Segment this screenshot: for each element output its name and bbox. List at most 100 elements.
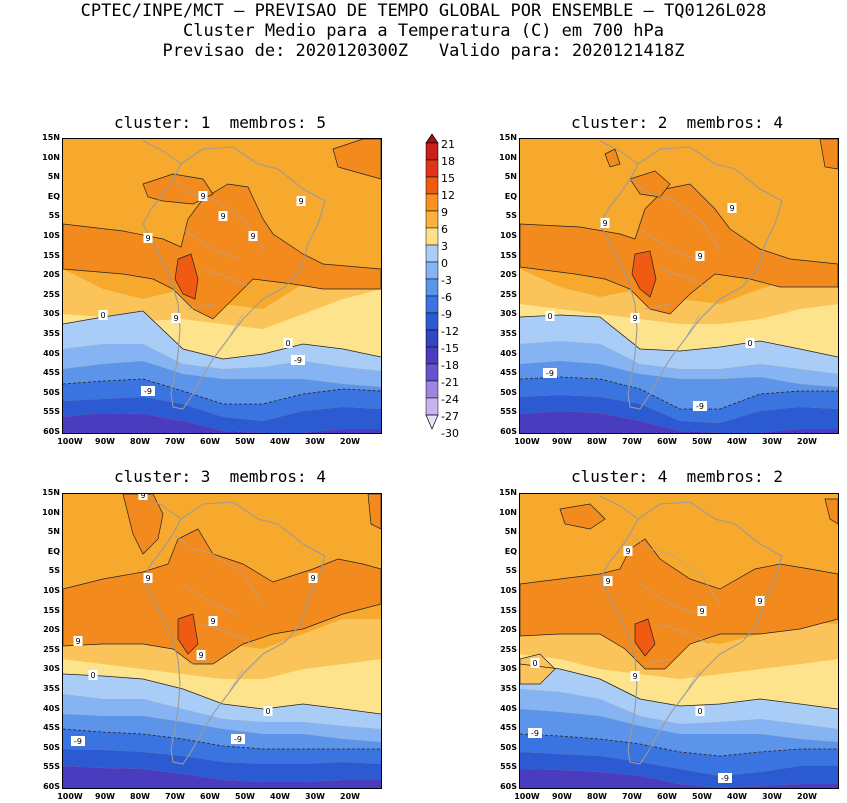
lat-tick-label: 5N xyxy=(504,527,517,537)
map-panel-4: 9 9 9 9 9 0 0 -9 -9 xyxy=(519,493,839,789)
lat-tick-label: 35S xyxy=(43,684,60,693)
lat-tick-label: 5S xyxy=(48,566,60,576)
colorbar-swatch xyxy=(425,261,439,280)
svg-text:9: 9 xyxy=(250,232,255,241)
lon-tick-label: 90W xyxy=(552,437,572,446)
lon-tick-label: 50W xyxy=(692,437,712,446)
lon-tick-label: 20W xyxy=(797,792,817,801)
colorbar-level-label: -15 xyxy=(441,342,459,355)
lat-tick-label: 35S xyxy=(500,684,517,693)
colorbar-swatch xyxy=(425,176,439,195)
lon-tick-label: 70W xyxy=(622,792,642,801)
panel-1-title: cluster: 1 membros: 5 xyxy=(114,113,326,132)
colorbar-level-label: 18 xyxy=(441,155,455,168)
lat-tick-label: 60S xyxy=(500,782,517,791)
lat-tick-label: 15N xyxy=(42,133,60,142)
map-panel-1: 9 9 9 9 9 9 0 0 -9 -9 xyxy=(62,138,382,434)
contour-label: 9 xyxy=(296,196,306,206)
svg-text:0: 0 xyxy=(547,312,552,321)
lat-tick-label: 30S xyxy=(43,664,60,674)
contour-label: 9 xyxy=(143,573,153,583)
svg-text:9: 9 xyxy=(75,637,80,646)
panel-4-title: cluster: 4 membros: 2 xyxy=(571,467,783,486)
svg-text:0: 0 xyxy=(697,707,702,716)
temperature-field: 9 9 9 9 9 0 0 -9 -9 xyxy=(520,494,838,788)
lat-tick-label: 30S xyxy=(500,309,517,319)
lat-tick-label: 25S xyxy=(43,289,60,299)
contour-label: -9 xyxy=(693,401,707,411)
svg-text:-9: -9 xyxy=(74,737,82,746)
contour-label: 9 xyxy=(603,576,613,586)
lon-tick-label: 60W xyxy=(200,437,220,446)
svg-text:9: 9 xyxy=(632,672,637,681)
colorbar-level-label: 0 xyxy=(441,257,448,270)
contour-label: -9 xyxy=(291,355,305,365)
lon-tick-label: 80W xyxy=(587,792,607,801)
panel-2-title: cluster: 2 membros: 4 xyxy=(571,113,783,132)
svg-text:9: 9 xyxy=(699,607,704,616)
temperature-field: 9 9 9 9 9 9 0 0 -9 -9 xyxy=(63,494,381,788)
contour-label: 9 xyxy=(630,671,640,681)
lon-tick-label: 40W xyxy=(270,437,290,446)
lat-tick-label: 35S xyxy=(43,329,60,338)
svg-text:9: 9 xyxy=(145,234,150,243)
svg-text:-9: -9 xyxy=(696,402,704,411)
contour-label: 9 xyxy=(755,596,765,606)
lat-tick-label: 5S xyxy=(505,566,517,576)
lat-tick-label: EQ xyxy=(47,546,60,556)
lat-tick-label: 25S xyxy=(500,644,517,654)
contour-label: 9 xyxy=(623,546,633,556)
colorbar-swatch xyxy=(425,159,439,178)
colorbar-swatch xyxy=(425,142,439,161)
map-panel-2: 9 9 9 9 0 0 -9 -9 xyxy=(519,138,839,434)
lat-tick-label: EQ xyxy=(504,546,517,556)
subtitle: Cluster Medio para a Temperatura (C) em … xyxy=(182,21,665,41)
colorbar-level-label: 15 xyxy=(441,172,455,185)
svg-text:9: 9 xyxy=(145,574,150,583)
svg-text:9: 9 xyxy=(757,597,762,606)
lat-tick-label: 15S xyxy=(43,250,60,260)
colorbar-swatch xyxy=(425,295,439,314)
lon-tick-label: 40W xyxy=(270,792,290,801)
colorbar-swatch xyxy=(425,380,439,399)
contour-label: 9 xyxy=(600,218,610,228)
contour-label: 9 xyxy=(208,616,218,626)
contour-label: 9 xyxy=(218,211,228,221)
svg-text:9: 9 xyxy=(220,212,225,221)
colorbar-level-label: 21 xyxy=(441,138,455,151)
lat-tick-label: 10S xyxy=(500,586,517,595)
lat-tick-label: 10N xyxy=(42,507,60,517)
contour-label: 9 xyxy=(630,313,640,323)
svg-text:9: 9 xyxy=(602,219,607,228)
lat-tick-label: 30S xyxy=(43,309,60,319)
lat-tick-label: 5N xyxy=(47,527,60,537)
lon-tick-label: 30W xyxy=(305,792,325,801)
contour-label: 0 xyxy=(88,670,98,680)
contour-label: 0 xyxy=(695,706,705,716)
lat-tick-label: 45S xyxy=(43,723,60,733)
lat-tick-label: 30S xyxy=(500,664,517,674)
colorbar-swatch xyxy=(425,278,439,297)
colorbar-swatch xyxy=(425,312,439,331)
lon-tick-label: 90W xyxy=(95,437,115,446)
svg-text:9: 9 xyxy=(632,314,637,323)
colorbar-swatch xyxy=(425,210,439,229)
lat-tick-label: 60S xyxy=(43,782,60,791)
contour-label: -9 xyxy=(528,728,542,738)
lon-tick-label: 80W xyxy=(130,437,150,446)
lat-tick-label: 15N xyxy=(499,133,517,142)
contour-label: 0 xyxy=(545,311,555,321)
lon-tick-label: 70W xyxy=(622,437,642,446)
svg-text:-9: -9 xyxy=(294,356,302,365)
colorbar-level-label: -6 xyxy=(441,291,452,304)
colorbar xyxy=(425,133,439,441)
colorbar-swatch xyxy=(425,363,439,382)
lat-tick-label: 40S xyxy=(500,348,517,358)
contour-label: 9 xyxy=(196,650,206,660)
contour-label: 0 xyxy=(263,706,273,716)
lat-tick-label: 5N xyxy=(504,172,517,182)
lat-tick-label: 10S xyxy=(500,231,517,240)
lat-tick-label: 10N xyxy=(499,507,517,517)
svg-text:9: 9 xyxy=(310,574,315,583)
contour-label: 9 xyxy=(143,233,153,243)
